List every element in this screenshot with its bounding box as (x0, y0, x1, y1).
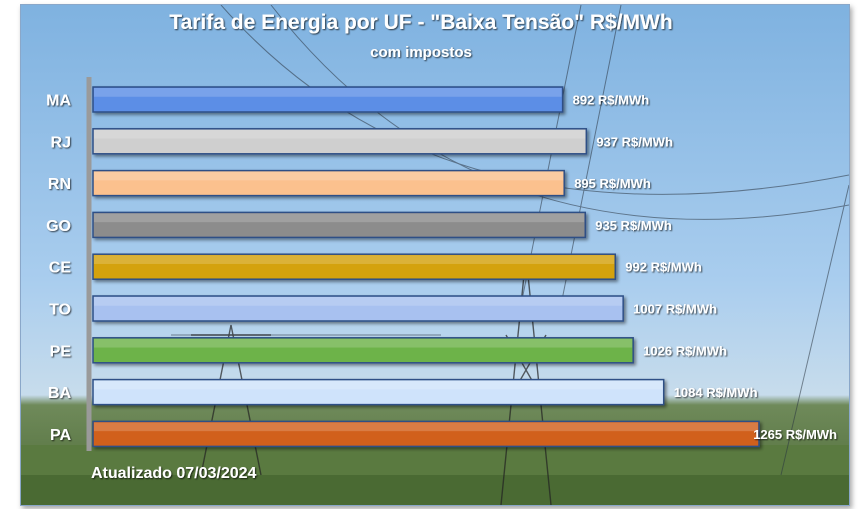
bar-highlight-pe (94, 338, 633, 348)
category-label-pe: PE (50, 343, 72, 360)
bar-highlight-go (94, 213, 585, 223)
bars-group (92, 86, 760, 448)
bar-highlight-rj (94, 129, 586, 139)
data-labels-group: 892 R$/MWh 937 R$/MWh 895 R$/MWh 935 R$/MWh… (573, 93, 837, 442)
category-label-rj: RJ (51, 134, 71, 151)
bar-highlight-to (94, 297, 623, 306)
category-label-ma: MA (46, 93, 71, 110)
bar-ba (92, 378, 665, 406)
category-labels-group: MA RJ RN GO CE TO PE BA PA (46, 93, 71, 444)
bar-pa (92, 420, 760, 448)
bar-highlight-ce (94, 255, 615, 264)
chart: Tarifa de Energia por UF - "Baixa Tensão… (21, 5, 849, 505)
data-label-ce: 992 R$/MWh (625, 260, 702, 275)
bar-rn (92, 169, 565, 197)
chart-frame: Tarifa de Energia por UF - "Baixa Tensão… (20, 4, 850, 506)
bar-highlight-pa (94, 422, 758, 432)
data-label-ma: 892 R$/MWh (573, 93, 650, 108)
category-label-ba: BA (48, 385, 72, 402)
category-label-to: TO (49, 302, 71, 319)
data-label-go: 935 R$/MWh (595, 218, 672, 233)
data-label-pe: 1026 R$/MWh (643, 343, 727, 358)
data-label-rj: 937 R$/MWh (596, 134, 673, 149)
bar-ce (92, 253, 617, 280)
chart-title: Tarifa de Energia por UF - "Baixa Tensão… (169, 11, 672, 34)
bar-highlight-rn (94, 171, 564, 181)
bar-to (92, 295, 624, 322)
bar-ma (92, 86, 564, 113)
bar-pe (92, 337, 634, 364)
data-label-rn: 895 R$/MWh (574, 176, 651, 191)
chart-subtitle: com impostos (370, 44, 472, 61)
bar-highlight-ba (94, 380, 663, 390)
data-label-to: 1007 R$/MWh (633, 302, 717, 317)
category-label-rn: RN (48, 176, 71, 193)
data-label-pa: 1265 R$/MWh (753, 427, 837, 442)
bar-rj (92, 128, 588, 155)
footnote: Atualizado 07/03/2024 (91, 465, 257, 482)
bar-go (92, 211, 587, 239)
bar-highlight-ma (94, 88, 562, 97)
category-label-pa: PA (50, 427, 71, 444)
category-label-go: GO (46, 218, 71, 235)
data-label-ba: 1084 R$/MWh (674, 385, 758, 400)
category-label-ce: CE (49, 260, 72, 277)
field-stripe (21, 475, 849, 505)
